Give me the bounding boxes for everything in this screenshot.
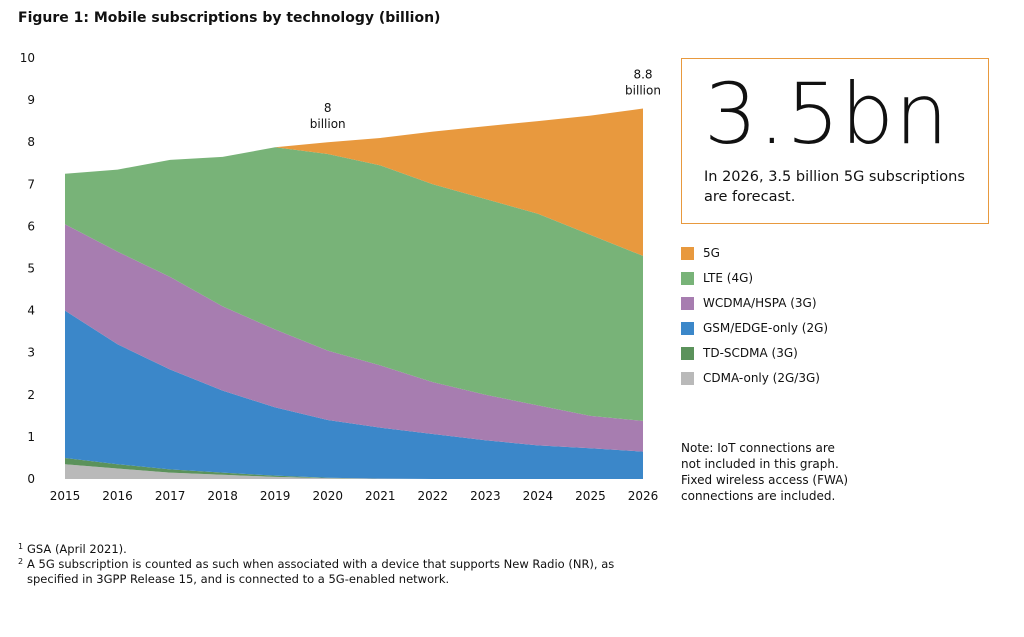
y-tick-label: 9 <box>27 93 35 107</box>
x-tick-label: 2024 <box>523 489 554 503</box>
annotation-value: 8 <box>324 101 332 115</box>
footnote-text: GSA (April 2021). <box>27 542 127 556</box>
y-tick-label: 10 <box>20 51 35 65</box>
footnote: 1 GSA (April 2021). <box>18 542 618 557</box>
legend-swatch <box>681 346 694 360</box>
annotation-unit: billion <box>310 117 346 131</box>
legend-label: WCDMA/HSPA (3G) <box>703 296 817 310</box>
legend-item: CDMA-only (2G/3G) <box>681 371 820 385</box>
legend-swatch <box>681 246 694 260</box>
x-tick-label: 2015 <box>50 489 81 503</box>
footnote-text: A 5G subscription is counted as such whe… <box>27 557 615 586</box>
x-tick-label: 2021 <box>365 489 396 503</box>
note: Note: IoT connections are not included i… <box>681 441 849 503</box>
legend-item: TD-SCDMA (3G) <box>681 346 798 360</box>
y-tick-label: 0 <box>27 472 35 486</box>
chart-title: Figure 1: Mobile subscriptions by techno… <box>18 10 440 26</box>
callout-text: In 2026, 3.5 billion 5G subscriptions ar… <box>704 169 965 205</box>
x-tick-label: 2026 <box>628 489 659 503</box>
y-tick-label: 2 <box>27 388 35 402</box>
x-tick-label: 2016 <box>102 489 133 503</box>
x-tick-label: 2025 <box>575 489 606 503</box>
area <box>65 147 643 421</box>
area <box>65 108 643 256</box>
legend-label: TD-SCDMA (3G) <box>703 346 798 360</box>
legend-item: 5G <box>681 246 720 260</box>
area <box>65 464 643 479</box>
legend-item: LTE (4G) <box>681 271 753 285</box>
legend-item: GSM/EDGE-only (2G) <box>681 321 828 335</box>
footnotes: 1 GSA (April 2021). 2 A 5G subscription is … <box>18 542 618 587</box>
y-tick-label: 7 <box>27 177 35 191</box>
area <box>65 310 643 479</box>
legend-label: LTE (4G) <box>703 271 754 285</box>
x-tick-label: 2023 <box>470 489 501 503</box>
legend-swatch <box>681 321 694 335</box>
legend-swatch <box>681 296 694 310</box>
legend-item: WCDMA/HSPA (3G) <box>681 296 817 310</box>
y-tick-label: 1 <box>27 430 35 444</box>
footnote-marker: 2 <box>18 557 24 566</box>
area <box>65 457 643 479</box>
x-tick-label: 2022 <box>418 489 449 503</box>
x-tick-label: 2018 <box>207 489 238 503</box>
y-tick-label: 4 <box>27 304 35 318</box>
annotation-value: 8.8 <box>633 68 652 82</box>
area <box>65 224 643 452</box>
footnote-marker: 1 <box>18 542 24 551</box>
legend-label: 5G <box>703 246 720 260</box>
y-tick-label: 6 <box>27 219 35 233</box>
y-tick-label: 5 <box>27 262 35 276</box>
x-tick-label: 2017 <box>155 489 186 503</box>
legend-label: CDMA-only (2G/3G) <box>703 371 820 385</box>
legend-label: GSM/EDGE-only (2G) <box>703 321 829 335</box>
y-tick-label: 3 <box>27 346 35 360</box>
callout-headline: 3.5bn <box>704 65 950 163</box>
legend-swatch <box>681 271 694 285</box>
x-tick-label: 2020 <box>312 489 343 503</box>
annotation-unit: billion <box>625 84 661 98</box>
x-tick-label: 2019 <box>260 489 291 503</box>
callout: 3.5bn In 2026, 3.5 billion 5G subscripti… <box>681 58 989 224</box>
legend-swatch <box>681 371 694 385</box>
y-tick-label: 8 <box>27 135 35 149</box>
